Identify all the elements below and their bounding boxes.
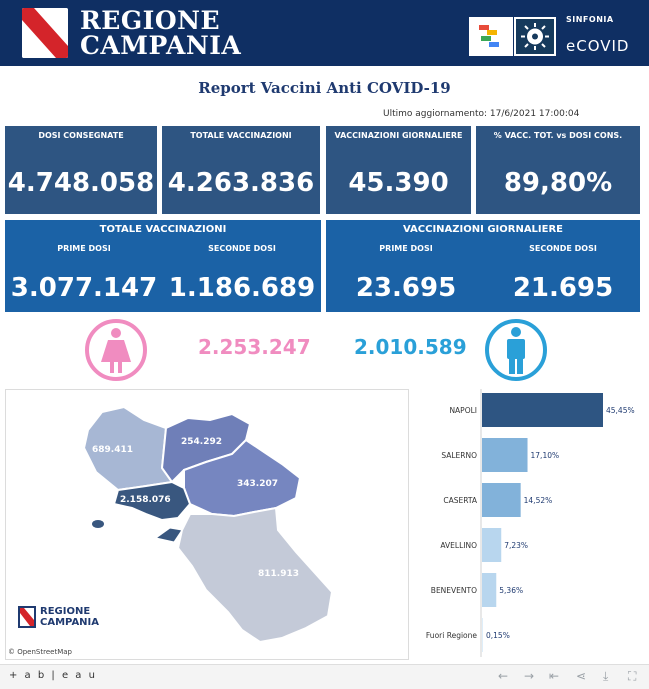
report-title: Report Vaccini Anti COVID-19	[198, 79, 451, 97]
bar-benevento[interactable]	[482, 573, 497, 607]
kpi-totale-vaccinazioni[interactable]: TOTALE VACCINAZIONI 4.263.836	[162, 126, 320, 214]
category-label: Fuori Regione	[426, 631, 477, 640]
value-label: 14,52%	[524, 496, 553, 505]
mini-logo-line1: REGIONE	[40, 606, 91, 617]
map-label-avellino: 343.207	[237, 479, 278, 489]
seconde-dosi-label: SECONDE DOSI	[208, 244, 276, 253]
ecovid-label: eCOVID	[566, 37, 630, 55]
panel-title: TOTALE VACCINAZIONI	[99, 224, 227, 235]
campania-shield-icon	[22, 8, 68, 58]
regione-campania-mini-logo: REGIONE CAMPANIA	[18, 604, 108, 630]
prime-dosi-label: PRIME DOSI	[57, 244, 111, 253]
kpi-vaccinazioni-giornaliere[interactable]: VACCINAZIONI GIORNALIERE 45.390	[326, 126, 471, 214]
kpi-dosi-consegnate[interactable]: DOSI CONSEGNATE 4.748.058	[5, 126, 157, 214]
female-count: 2.253.247	[198, 335, 311, 359]
kpi-value: 45.390	[348, 168, 449, 198]
panel-title: VACCINAZIONI GIORNALIERE	[402, 224, 564, 235]
map-label-napoli: 2.158.076	[120, 495, 171, 505]
value-label: 0,15%	[486, 631, 510, 640]
map-label-caserta: 689.411	[92, 445, 133, 455]
bar-caserta[interactable]	[482, 483, 521, 517]
map-region-salerno[interactable]	[176, 506, 334, 644]
map-attribution: © OpenStreetMap	[8, 648, 72, 656]
share-icon[interactable]: ⋖	[576, 669, 587, 683]
value-label: 45,45%	[606, 406, 635, 415]
region-title-line1: REGIONE	[80, 6, 221, 35]
forward-icon[interactable]: →	[524, 669, 535, 683]
sinfonia-label: SINFONIA	[566, 15, 614, 24]
bar-avellino[interactable]	[482, 528, 502, 562]
female-icon	[84, 318, 148, 382]
value-label: 5,36%	[499, 586, 523, 595]
map-label-salerno: 811.913	[258, 569, 299, 579]
map-label-benevento: 254.292	[181, 437, 222, 447]
tableau-brand[interactable]: + a b | e a u	[9, 670, 97, 681]
prime-dosi-label: PRIME DOSI	[379, 244, 433, 253]
download-icon[interactable]: ⤓	[603, 669, 609, 683]
revert-icon[interactable]: ⇤	[549, 669, 560, 683]
totale-vaccinazioni-panel[interactable]: TOTALE VACCINAZIONI PRIME DOSI SECONDE D…	[5, 220, 321, 312]
kpi-label: % VACC. TOT. vs DOSI CONS.	[493, 131, 623, 140]
category-label: BENEVENTO	[431, 586, 477, 595]
last-updated: Ultimo aggiornamento: 17/6/2021 17:00:04	[383, 109, 580, 119]
kpi-label: VACCINAZIONI GIORNALIERE	[334, 131, 463, 140]
seconde-dosi-value: 1.186.689	[168, 273, 316, 303]
region-title-line2: CAMPANIA	[80, 31, 242, 60]
category-label: SALERNO	[441, 451, 477, 460]
campania-mini-shield-icon	[18, 606, 36, 628]
sinfonia-logo-icon	[469, 17, 513, 56]
kpi-percent-vacc[interactable]: % VACC. TOT. vs DOSI CONS. 89,80%	[476, 126, 640, 214]
bar-napoli[interactable]	[482, 393, 603, 427]
province-map[interactable]: 689.411 254.292 343.207 2.158.076 811.91…	[5, 389, 409, 660]
kpi-value: 4.748.058	[7, 168, 155, 198]
category-label: CASERTA	[443, 496, 478, 505]
prime-dosi-value: 3.077.147	[10, 273, 158, 303]
male-icon	[484, 318, 548, 382]
bar-salerno[interactable]	[482, 438, 528, 472]
male-count: 2.010.589	[354, 335, 467, 359]
seconde-dosi-label: SECONDE DOSI	[529, 244, 597, 253]
category-label: NAPOLI	[449, 406, 477, 415]
header-bar: REGIONE CAMPANIA S	[0, 0, 649, 66]
fullscreen-icon[interactable]: ⛶	[628, 669, 637, 683]
bar-fuori-regione[interactable]	[482, 618, 483, 652]
vaccinazioni-giornaliere-panel[interactable]: VACCINAZIONI GIORNALIERE PRIME DOSI SECO…	[326, 220, 640, 312]
mini-logo-line2: CAMPANIA	[40, 617, 100, 628]
ecovid-virus-icon	[514, 17, 556, 56]
kpi-value: 4.263.836	[167, 168, 315, 198]
kpi-value: 89,80%	[503, 168, 613, 198]
category-label: AVELLINO	[440, 541, 477, 550]
kpi-label: DOSI CONSEGNATE	[38, 131, 124, 140]
tableau-toolbar: + a b | e a u ← → ⇤ ⋖ ⤓ ⛶	[0, 664, 649, 689]
value-label: 17,10%	[531, 451, 560, 460]
map-region-napoli[interactable]	[112, 480, 192, 522]
prime-dosi-value: 23.695	[355, 273, 457, 303]
province-bar-chart: NAPOLI 45,45% SALERNO 17,10% CASERTA 14,52% AV…	[413, 389, 649, 660]
kpi-label: TOTALE VACCINAZIONI	[190, 131, 292, 140]
seconde-dosi-value: 21.695	[512, 273, 614, 303]
back-icon[interactable]: ←	[498, 669, 509, 683]
value-label: 7,23%	[504, 541, 528, 550]
